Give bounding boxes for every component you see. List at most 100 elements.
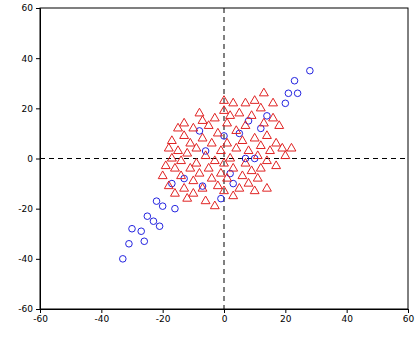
tick: 40 [341, 309, 353, 324]
tick: -20 [156, 309, 171, 324]
point [217, 168, 226, 176]
tick-mark [224, 309, 225, 313]
point [204, 121, 213, 129]
point [281, 151, 290, 159]
point [263, 131, 272, 139]
tick-mark [347, 309, 348, 313]
point [238, 136, 247, 144]
point [171, 163, 180, 171]
point [138, 228, 145, 235]
point [120, 256, 127, 263]
point [195, 108, 204, 116]
point [158, 171, 167, 179]
point [161, 161, 170, 169]
tick-label: 0 [222, 314, 228, 324]
tick-label: -20 [156, 314, 171, 324]
tick-label: 60 [403, 314, 415, 324]
tick-mark [36, 8, 40, 9]
point [235, 108, 244, 116]
tick: 20 [22, 104, 40, 114]
point [150, 218, 157, 225]
point [167, 136, 176, 144]
point [285, 90, 292, 97]
point [256, 141, 265, 149]
point [144, 213, 151, 220]
point [226, 153, 235, 161]
point [186, 138, 195, 146]
tick-mark [36, 259, 40, 260]
point [126, 240, 133, 247]
point [189, 189, 198, 197]
point [232, 126, 241, 134]
tick-label: -20 [18, 204, 33, 214]
point [201, 196, 210, 204]
point [291, 77, 298, 84]
tick: 0 [27, 154, 40, 164]
point [235, 183, 244, 191]
point [241, 121, 250, 129]
point [167, 153, 176, 161]
point [247, 111, 256, 119]
point [207, 173, 216, 181]
point [159, 203, 166, 210]
tick: 0 [222, 309, 228, 324]
point [189, 176, 198, 184]
tick: 60 [22, 3, 40, 13]
chart: -60 -40 -20 0 20 40 60 -60 -40 -20 0 20 40 60 [0, 0, 420, 337]
point [210, 113, 219, 121]
tick: 60 [403, 309, 415, 324]
point [259, 88, 268, 96]
point [195, 168, 204, 176]
point [171, 189, 180, 197]
tick: 40 [22, 54, 40, 64]
point [272, 161, 281, 169]
point [180, 131, 189, 139]
point [247, 166, 256, 174]
plot: -60 -40 -20 0 20 40 60 -60 -40 -20 0 20 40 60 [18, 3, 414, 324]
axis-line [36, 9, 41, 310]
point [250, 133, 259, 141]
point [229, 191, 238, 199]
point [217, 146, 226, 154]
x-axis: -60 -40 -20 0 20 40 60 [33, 309, 414, 324]
tick-mark [285, 309, 286, 313]
point [204, 163, 213, 171]
point [253, 151, 262, 159]
tick-mark [36, 209, 40, 210]
point [287, 143, 296, 151]
point [223, 173, 232, 181]
point [223, 138, 232, 146]
point [256, 163, 265, 171]
series [158, 88, 296, 209]
point [232, 143, 241, 151]
point [201, 151, 210, 159]
point [238, 171, 247, 179]
point [164, 181, 173, 189]
point [282, 100, 289, 107]
tick-mark [408, 309, 409, 313]
point [207, 138, 216, 146]
point [253, 173, 262, 181]
tick-label: -40 [18, 254, 33, 264]
point [172, 205, 179, 212]
point [223, 118, 232, 126]
tick: -20 [18, 204, 40, 214]
point [180, 118, 189, 126]
tick: 20 [280, 309, 292, 324]
tick-mark [101, 309, 102, 313]
point [213, 128, 222, 136]
tick-label: -60 [33, 314, 48, 324]
point [180, 183, 189, 191]
tick-label: 20 [280, 314, 292, 324]
tick: -60 [18, 304, 40, 314]
point [220, 96, 229, 104]
point [153, 198, 160, 205]
point [192, 143, 201, 151]
point [156, 223, 163, 230]
tick-label: -40 [94, 314, 109, 324]
point [241, 98, 250, 106]
tick-label: 40 [22, 54, 34, 64]
axis-line [41, 310, 409, 314]
tick-label: 40 [341, 314, 353, 324]
point [269, 113, 278, 121]
